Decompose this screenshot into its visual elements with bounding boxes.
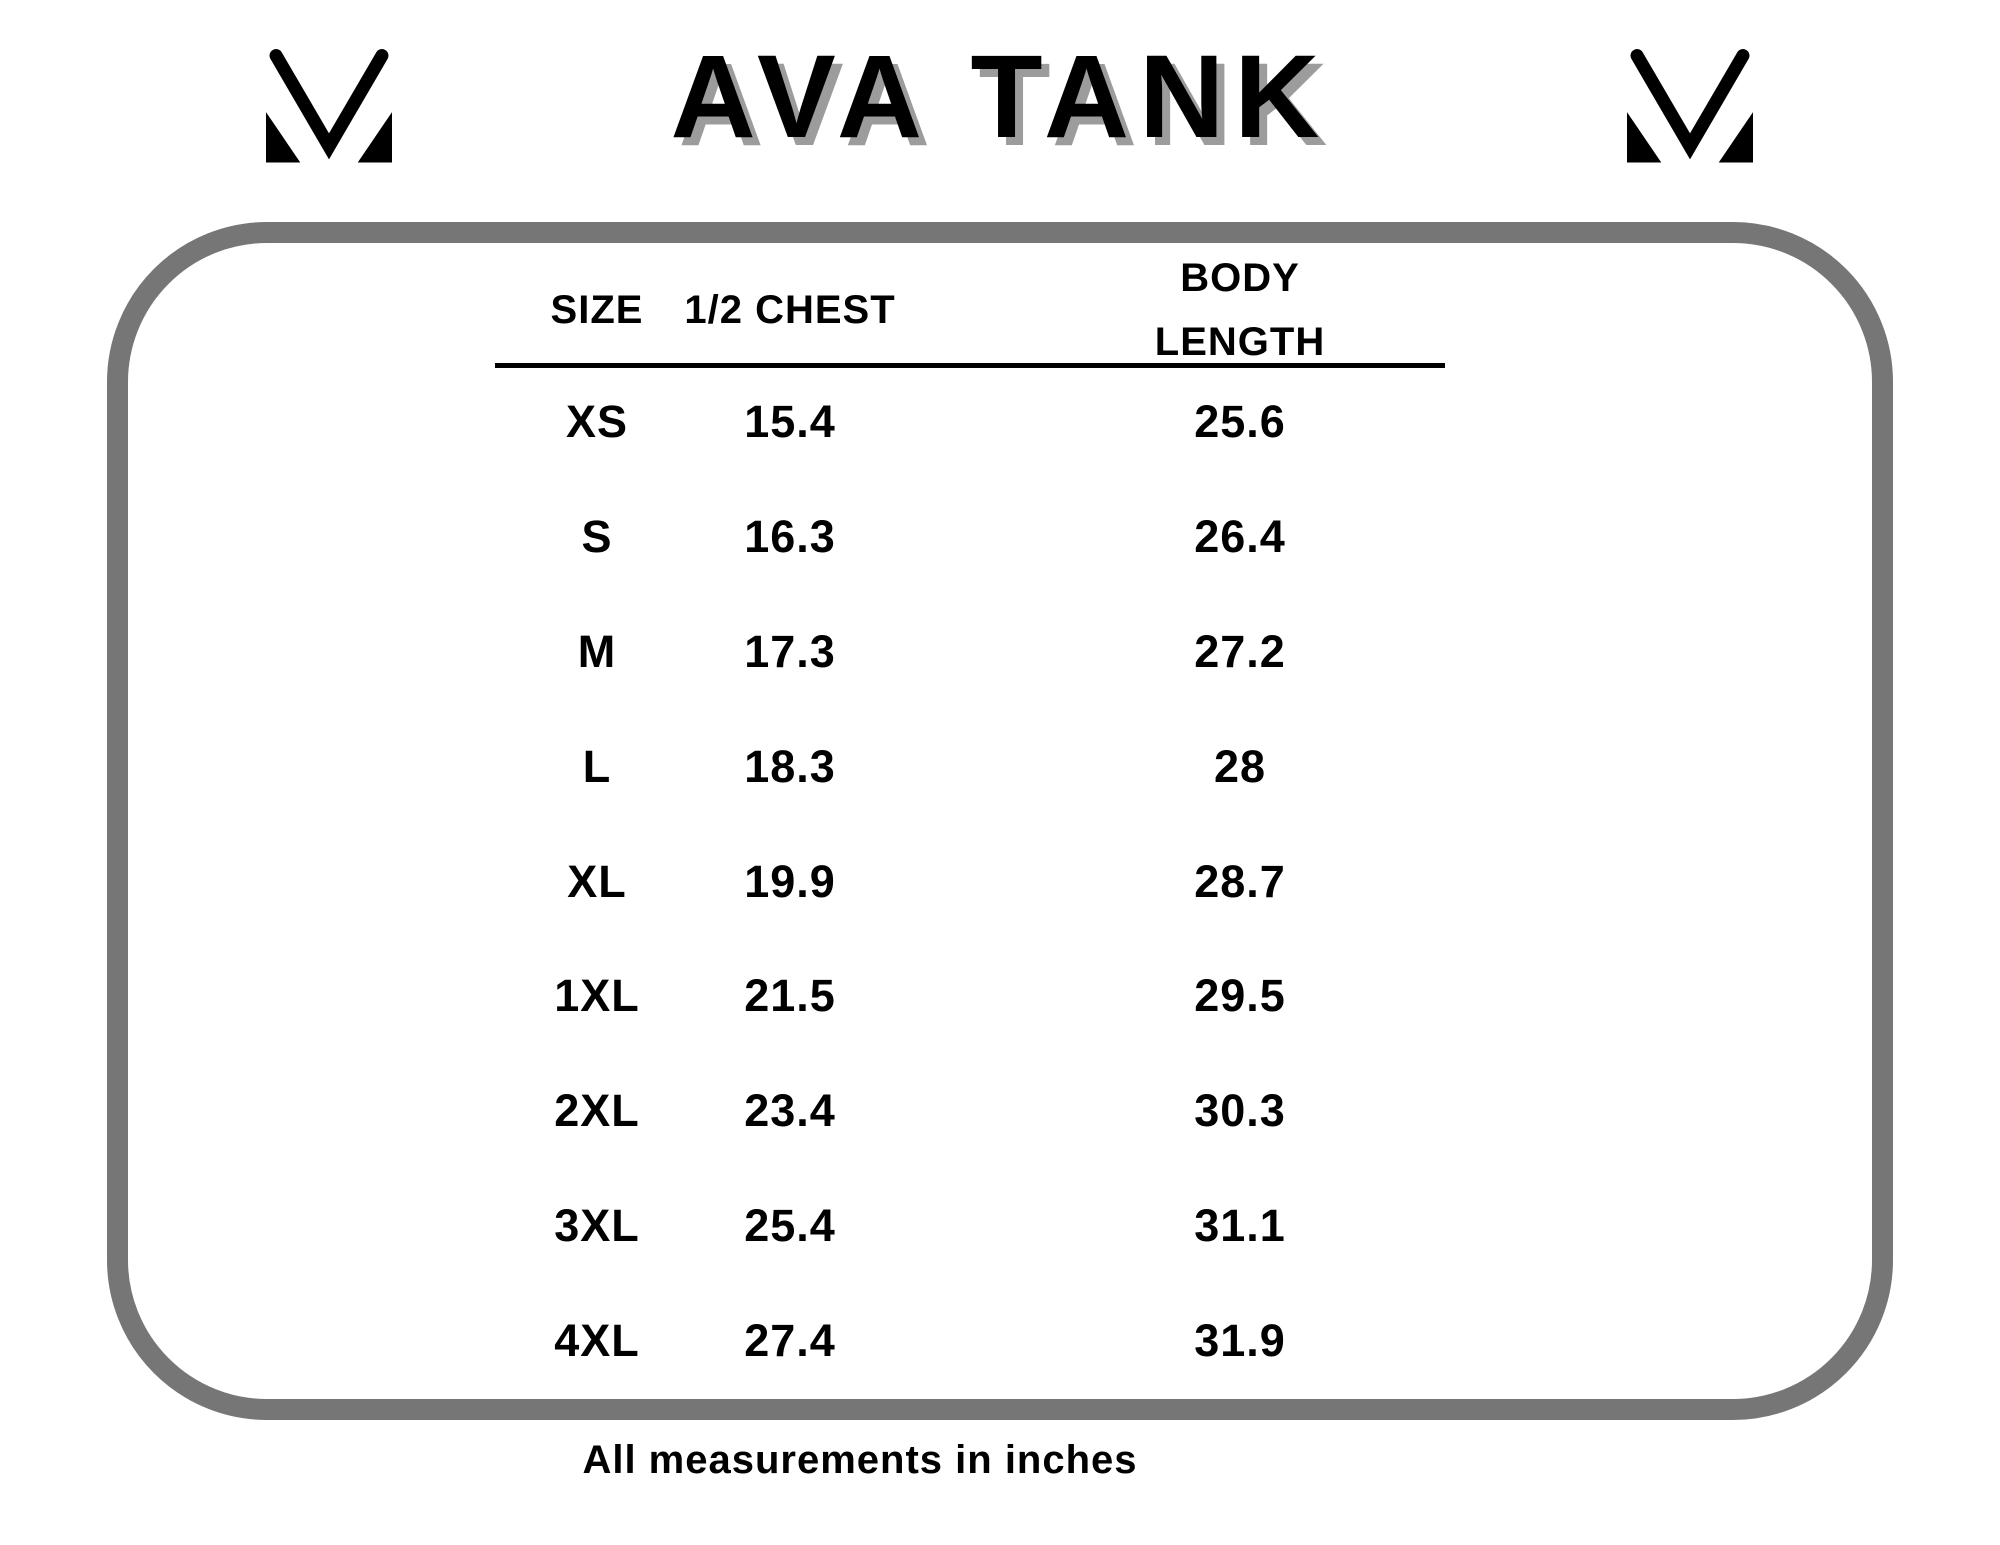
size-cell: 3XL	[554, 1199, 640, 1251]
body-length-cell: 31.9	[1194, 1314, 1286, 1366]
mv-monogram-icon	[1627, 45, 1753, 163]
body-length-cell: 29.5	[1194, 970, 1286, 1022]
size-cell: XL	[567, 855, 627, 907]
body-length-cell: 28	[1213, 740, 1267, 792]
half-chest-cell: 21.5	[744, 970, 836, 1022]
half-chest-cell: 19.9	[744, 855, 836, 907]
half-chest-cell: 23.4	[744, 1085, 836, 1137]
half-chest-cell: 17.3	[744, 625, 836, 677]
half-chest-column: 15.4 16.3 17.3 18.3 19.9 21.5 23.4 25.4 27.4	[640, 365, 940, 1400]
body-length-cell: 26.4	[1194, 511, 1286, 563]
body-length-column: 25.6 26.4 27.2 28 28.7 29.5 30.3 31.1 31.9	[1090, 365, 1390, 1400]
mv-logo-right	[1627, 45, 1753, 163]
half-chest-cell: 27.4	[744, 1314, 836, 1366]
column-header-size: SIZE	[550, 287, 644, 332]
column-header-body-length: BODY LENGTH	[1154, 256, 1326, 364]
size-chart-frame	[107, 222, 1893, 1420]
page-title: AVA TANK	[670, 31, 1330, 163]
size-cell: M	[577, 625, 617, 677]
body-length-cell: 28.7	[1194, 855, 1286, 907]
mv-logo-left	[266, 45, 392, 163]
half-chest-cell: 18.3	[744, 740, 836, 792]
measurement-units-note: All measurements in inches	[582, 1438, 1138, 1482]
size-cell: XS	[565, 396, 629, 448]
body-length-cell: 31.1	[1194, 1199, 1286, 1251]
size-cell: 2XL	[554, 1085, 640, 1137]
size-column: XS S M L XL 1XL 2XL 3XL 4XL	[447, 365, 747, 1400]
half-chest-cell: 16.3	[744, 511, 836, 563]
header-divider-line	[495, 363, 1445, 368]
column-header-half-chest: 1/2 CHEST	[684, 287, 896, 332]
body-length-cell: 27.2	[1194, 625, 1286, 677]
size-cell: 1XL	[554, 970, 640, 1022]
mv-monogram-icon	[266, 45, 392, 163]
size-cell: 4XL	[554, 1314, 640, 1366]
size-cell: S	[581, 511, 613, 563]
half-chest-cell: 15.4	[744, 396, 836, 448]
body-length-cell: 30.3	[1194, 1085, 1286, 1137]
body-length-cell: 25.6	[1194, 396, 1286, 448]
size-cell: L	[582, 740, 612, 792]
half-chest-cell: 25.4	[744, 1199, 836, 1251]
